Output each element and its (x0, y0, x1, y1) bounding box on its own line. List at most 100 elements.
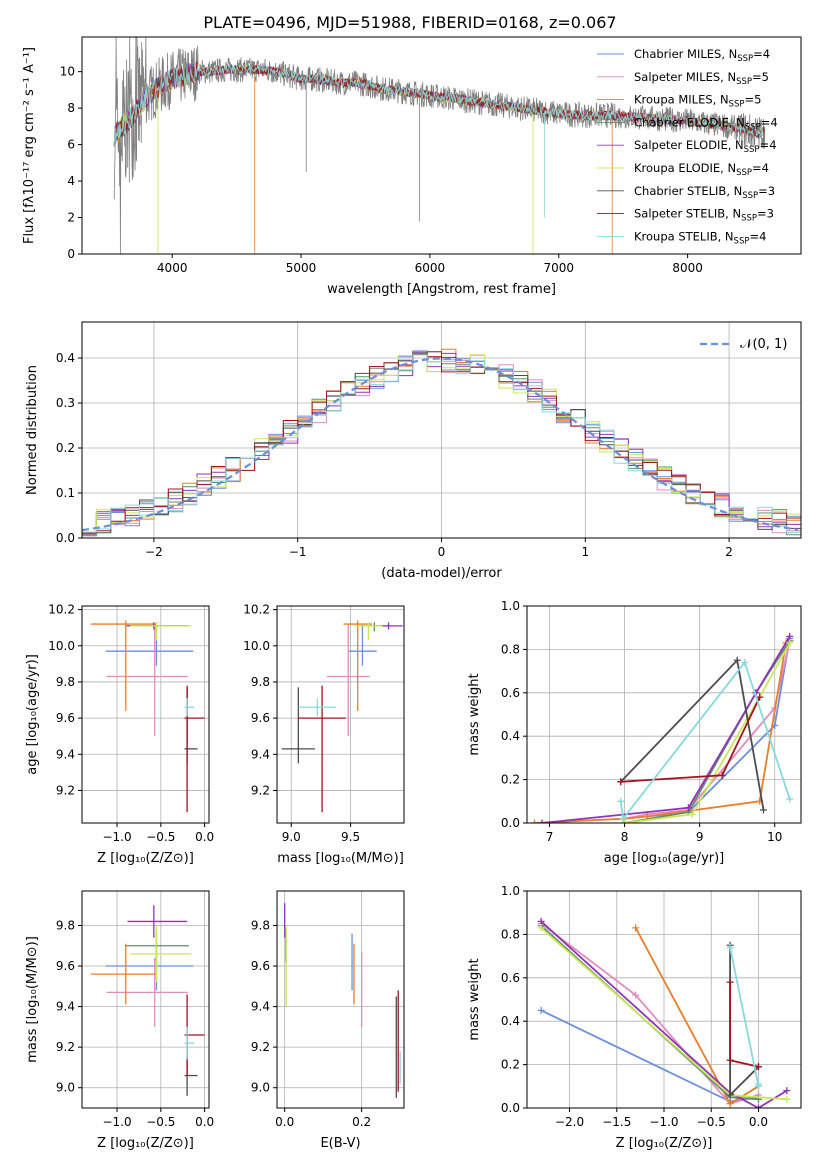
y-tick-label: 6 (67, 138, 75, 152)
plot-area-mass_vs_EBV (284, 903, 401, 1098)
x-axis-label: age [log₁₀(age/yr)] (604, 851, 725, 866)
legend-suffix: =4 (753, 47, 770, 61)
y-tick-label: 0.2 (501, 773, 520, 787)
errorbar-point (184, 1055, 198, 1096)
errorbar-point (348, 625, 377, 666)
x-tick-label: −2 (145, 545, 163, 559)
series-marker (786, 639, 794, 647)
y-tick-label: 9.6 (56, 959, 75, 973)
axes-mass_vs_EBV: 0.0 0.2 9.0 9.2 9.4 9.6 9.8 E(B-V) (251, 890, 405, 1151)
normal-reference-curve (82, 357, 799, 532)
y-tick-label: 0.4 (56, 351, 75, 365)
series-line (729, 947, 760, 1087)
errorbar-point (130, 622, 192, 641)
x-tick-label: 4000 (157, 261, 188, 275)
legend-subscript: SSP (745, 122, 761, 132)
x-tick-label: 9 (696, 830, 704, 844)
y-tick-label: 8 (67, 101, 75, 115)
x-axis-label: Z [log₁₀(Z/Z⊙)] (97, 1136, 194, 1151)
errorbar-point (127, 905, 188, 938)
series-marker (632, 924, 640, 932)
x-tick-label: 0.0 (749, 1115, 768, 1129)
series-marker (537, 917, 545, 925)
axes-frame (81, 36, 802, 255)
series-marker (783, 1087, 791, 1095)
errorbar-point (326, 624, 370, 737)
y-axis-label: mass [log₁₀(M/M⊙)] (25, 936, 40, 1063)
axes-frame (81, 890, 210, 1109)
plot-area-spectrum (113, 37, 766, 254)
legend-text: Salpeter MILES, N (634, 70, 736, 84)
series-marker (754, 1063, 762, 1071)
series-marker (617, 797, 625, 805)
y-tick-label: 10.0 (48, 639, 75, 653)
legend-label: Chabrier ELODIE, NSSP=4 (634, 115, 778, 132)
plot-area-residuals (82, 348, 801, 537)
legend-text: Kroupa STELIB, N (634, 229, 734, 243)
series-line (619, 660, 791, 821)
legend-text: Chabrier MILES, N (634, 47, 737, 61)
x-tick-label: 5000 (286, 261, 317, 275)
errorbar-point (343, 620, 372, 711)
y-tick-label: 0.0 (501, 816, 520, 830)
y-tick-label: 2 (67, 211, 75, 225)
errorbar-point (105, 941, 194, 991)
legend-text: Chabrier STELIB, N (634, 184, 742, 198)
x-tick-label: 8 (621, 830, 629, 844)
series-line (534, 642, 787, 823)
series-line (647, 638, 791, 818)
axes-mass_vs_Z: −1.0 −0.5 0.0 9.0 9.2 9.4 9.6 9.8 Z [log₁₀(Z/Z⊙)… (25, 890, 214, 1151)
series-marker (726, 1091, 734, 1099)
series-marker (786, 795, 794, 803)
x-axis-label: Z [log₁₀(Z/Z⊙)] (616, 1136, 713, 1151)
axes-age_vs_Z: −1.0 −0.5 0.0 9.2 9.4 9.6 9.8 10.0 10.2 Z [log₁₀(… (25, 603, 214, 866)
legend-suffix: =5 (744, 93, 761, 107)
y-tick-label: 0.6 (501, 686, 520, 700)
legend-subscript: SSP (736, 168, 752, 178)
x-tick-label: 0.0 (195, 830, 214, 844)
y-tick-label: 9.2 (56, 783, 75, 797)
series-line (624, 642, 791, 823)
legend-text: Kroupa ELODIE, N (634, 161, 736, 175)
axes-weight_vs_Z: −2.0 −1.5 −1.0 −0.5 0.0 0.0 0.2 0.4 0.6 0.8 1.0 Z [… (467, 884, 802, 1151)
errorbar-point (125, 929, 189, 962)
legend-text: Chabrier ELODIE, N (634, 115, 745, 129)
x-tick-label: 2 (725, 545, 733, 559)
series-marker (688, 810, 696, 818)
y-tick-label: 0.8 (501, 642, 520, 656)
legend-subscript: SSP (742, 191, 758, 201)
y-tick-label: 0.6 (501, 971, 520, 985)
y-tick-label: 9.8 (56, 918, 75, 932)
y-tick-label: 0 (67, 247, 75, 261)
x-tick-label: −0.5 (697, 1115, 726, 1129)
x-axis-label: (data-model)/error (381, 566, 502, 581)
errorbar-point (90, 943, 157, 1005)
axes-frame (526, 890, 802, 1109)
series-marker (537, 924, 545, 932)
x-tick-label: −1.5 (602, 1115, 631, 1129)
x-tick-label: 9.5 (341, 830, 360, 844)
plot-area-weight_vs_age (531, 632, 794, 823)
y-tick-label: 0.8 (501, 927, 520, 941)
y-tick-label: 9.6 (56, 711, 75, 725)
legend-label: Chabrier MILES, NSSP=4 (634, 47, 770, 64)
series-marker (718, 771, 726, 779)
x-axis-label: mass [log₁₀(M/M⊙)] (277, 851, 404, 866)
legend-suffix: =4 (749, 229, 766, 243)
y-tick-label: 9.6 (251, 959, 270, 973)
axes-frame (526, 605, 802, 824)
x-tick-label: −0.5 (146, 830, 175, 844)
series-marker (632, 991, 640, 999)
y-tick-label: 9.4 (251, 747, 270, 761)
y-tick-label: 9.6 (251, 711, 270, 725)
series-marker (733, 656, 741, 664)
y-tick-label: 9.8 (251, 918, 270, 932)
legend-subscript: SSP (736, 77, 752, 87)
y-tick-label: 0.3 (56, 396, 75, 410)
errorbar-point (298, 698, 337, 717)
series-marker (741, 658, 749, 666)
histogram-step-line (82, 353, 801, 534)
series-marker (531, 819, 539, 823)
